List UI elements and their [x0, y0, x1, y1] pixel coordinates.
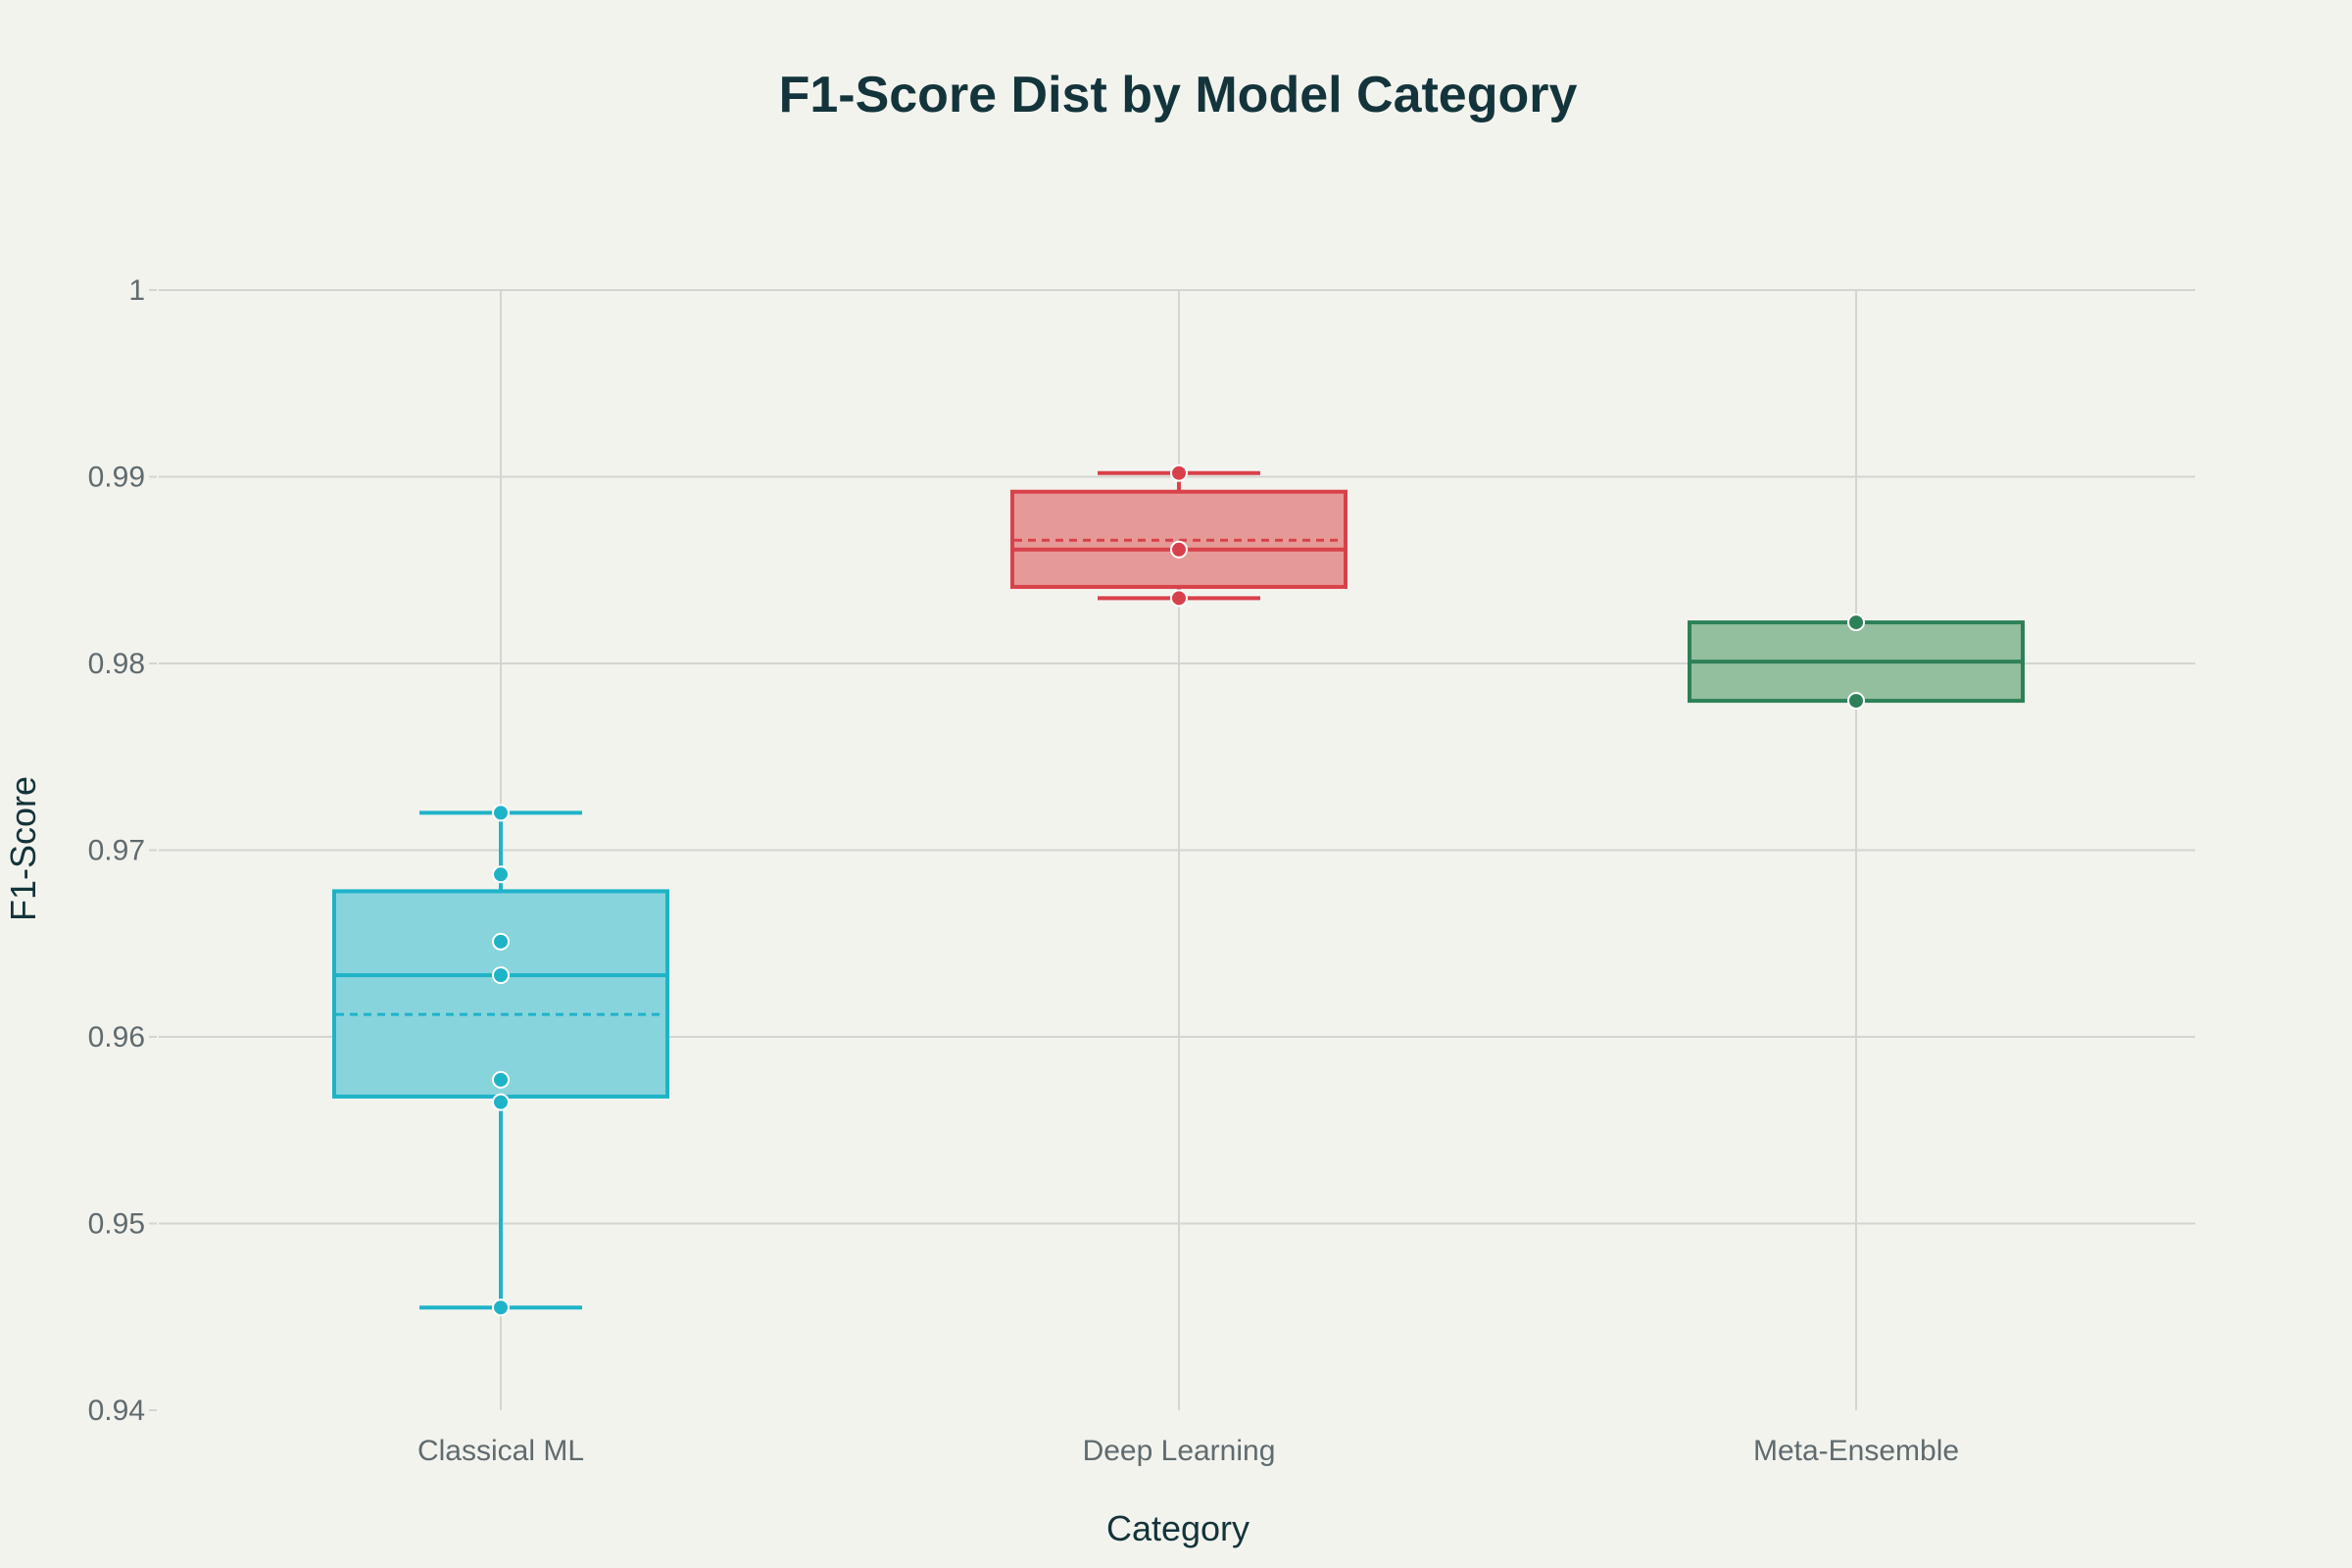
y-tick-label: 0.99 [88, 462, 145, 494]
y-tick-label: 0.98 [88, 648, 145, 680]
axis-layer: 0.94 0.95 0.96 0.97 0.98 0.99 1 Classical ML Dee… [88, 274, 1959, 1467]
y-tick-label: 1 [128, 274, 145, 307]
data-point [492, 865, 510, 884]
data-point [492, 1298, 510, 1317]
x-tick-label: Deep Learning [1083, 1435, 1276, 1467]
box-layer [332, 464, 2025, 1317]
data-point [492, 1070, 510, 1089]
grid-layer [159, 289, 2195, 1410]
data-point [1170, 540, 1188, 559]
data-point [492, 1093, 510, 1111]
iqr-box [332, 889, 669, 1099]
data-point [492, 932, 510, 951]
y-tick-label: 0.96 [88, 1021, 145, 1054]
chart-title: F1-Score Dist by Model Category [779, 67, 1578, 123]
box-deep-learning [1010, 464, 1348, 608]
data-point [492, 966, 510, 985]
data-point [492, 804, 510, 822]
y-tick-label: 0.97 [88, 835, 145, 867]
data-point [1170, 464, 1188, 482]
y-tick-label: 0.94 [88, 1395, 145, 1427]
x-tick-label: Meta-Ensemble [1753, 1435, 1959, 1467]
x-axis-title: Category [1106, 1508, 1250, 1548]
data-point [1847, 613, 1865, 632]
y-tick-label: 0.95 [88, 1208, 145, 1241]
data-point [1170, 589, 1188, 608]
box-classical-ml [332, 804, 669, 1317]
y-axis-title: F1-Score [3, 776, 43, 921]
data-point [1847, 692, 1865, 710]
box-meta-ensemble [1688, 613, 2025, 710]
x-tick-label: Classical ML [417, 1435, 584, 1467]
